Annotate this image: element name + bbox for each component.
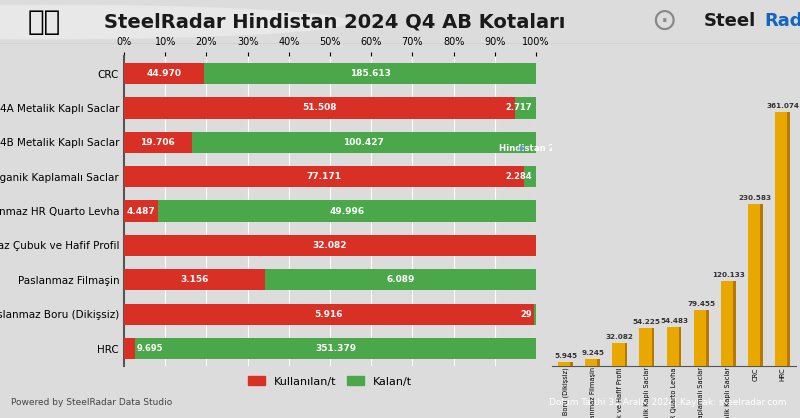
Bar bbox=[204, 63, 536, 84]
Text: 🇮🇳: 🇮🇳 bbox=[27, 8, 61, 36]
Text: Powered by SteelRadar Data Studio: Powered by SteelRadar Data Studio bbox=[10, 398, 172, 408]
Bar bbox=[135, 338, 536, 359]
Text: 9.695: 9.695 bbox=[137, 344, 164, 353]
Text: 32.082: 32.082 bbox=[313, 241, 347, 250]
Legend: Kullanılan/t, Kalan/t: Kullanılan/t, Kalan/t bbox=[244, 372, 416, 391]
Bar bbox=[124, 97, 515, 119]
Bar bbox=[158, 201, 536, 222]
Text: ⊙: ⊙ bbox=[651, 7, 677, 36]
Bar bbox=[558, 362, 573, 366]
Circle shape bbox=[0, 5, 348, 38]
Bar bbox=[124, 303, 534, 325]
Bar bbox=[678, 327, 682, 366]
Bar bbox=[124, 132, 191, 153]
Bar bbox=[694, 310, 709, 366]
Text: 77.171: 77.171 bbox=[306, 172, 342, 181]
Text: 32.082: 32.082 bbox=[606, 334, 634, 340]
Text: Dolum Tarihi 31 Aralık 2024| Kaynak: steelradar.com: Dolum Tarihi 31 Aralık 2024| Kaynak: ste… bbox=[550, 398, 786, 408]
Text: 120.133: 120.133 bbox=[712, 273, 745, 278]
Bar bbox=[760, 204, 762, 366]
Text: 19.706: 19.706 bbox=[141, 138, 175, 147]
Text: 79.455: 79.455 bbox=[687, 301, 715, 307]
Bar bbox=[598, 359, 600, 366]
Bar bbox=[666, 327, 682, 366]
Bar bbox=[570, 362, 573, 366]
Bar bbox=[124, 338, 135, 359]
Bar bbox=[775, 112, 790, 366]
Bar bbox=[534, 303, 536, 325]
Text: 5.945: 5.945 bbox=[554, 352, 577, 359]
Text: SteelRadar Hindistan 2024 Q4 AB Kotaları: SteelRadar Hindistan 2024 Q4 AB Kotaları bbox=[104, 13, 566, 31]
Text: 361.074: 361.074 bbox=[766, 103, 799, 109]
Text: 100.427: 100.427 bbox=[343, 138, 384, 147]
Text: 5.916: 5.916 bbox=[314, 310, 343, 319]
Text: 2.717: 2.717 bbox=[506, 104, 532, 112]
Bar bbox=[586, 359, 600, 366]
Bar bbox=[706, 310, 709, 366]
Bar bbox=[265, 269, 536, 291]
Bar bbox=[787, 112, 790, 366]
Bar bbox=[639, 328, 654, 366]
Text: 3.156: 3.156 bbox=[180, 275, 209, 284]
Text: 49.996: 49.996 bbox=[330, 206, 365, 216]
Bar bbox=[191, 132, 536, 153]
Bar bbox=[524, 166, 536, 187]
Text: 9.245: 9.245 bbox=[581, 350, 604, 356]
Text: Steel: Steel bbox=[704, 12, 756, 30]
Text: Radar: Radar bbox=[764, 12, 800, 30]
Text: 6.089: 6.089 bbox=[386, 275, 414, 284]
Bar bbox=[721, 281, 736, 366]
Text: 29: 29 bbox=[520, 310, 532, 319]
Bar bbox=[124, 269, 265, 291]
Text: 230.583: 230.583 bbox=[739, 195, 772, 201]
Bar bbox=[748, 204, 762, 366]
Bar bbox=[124, 201, 158, 222]
Bar bbox=[124, 166, 524, 187]
Bar bbox=[652, 328, 654, 366]
Text: 44.970: 44.970 bbox=[146, 69, 182, 78]
Bar bbox=[124, 235, 536, 256]
Text: 351.379: 351.379 bbox=[315, 344, 356, 353]
Text: 51.508: 51.508 bbox=[302, 104, 337, 112]
Bar bbox=[612, 343, 627, 366]
Text: 2.284: 2.284 bbox=[506, 172, 532, 181]
Text: 185.613: 185.613 bbox=[350, 69, 390, 78]
Bar bbox=[733, 281, 736, 366]
Polygon shape bbox=[520, 146, 524, 150]
Text: 54.483: 54.483 bbox=[660, 319, 688, 324]
Text: Hindistan 2024 Q4 AB Kotaları (ton): Hindistan 2024 Q4 AB Kotaları (ton) bbox=[498, 144, 674, 153]
Bar bbox=[625, 343, 627, 366]
Bar bbox=[515, 97, 536, 119]
Text: 4.487: 4.487 bbox=[126, 206, 155, 216]
Text: 54.225: 54.225 bbox=[633, 319, 661, 325]
Bar bbox=[124, 63, 204, 84]
